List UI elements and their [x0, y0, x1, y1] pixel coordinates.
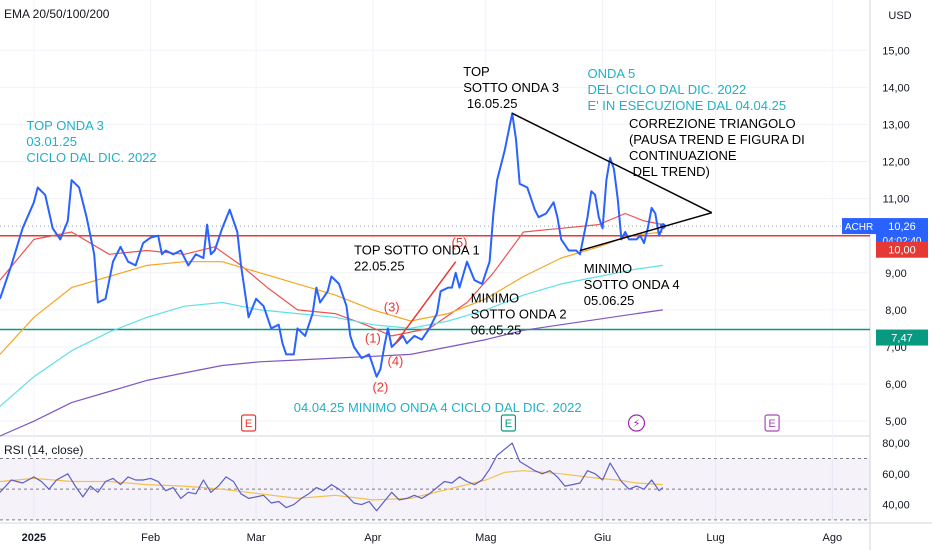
annotation-line: 05.06.25	[584, 293, 635, 308]
wave-label: (1)	[365, 331, 381, 346]
annotation-line: 16.05.25	[463, 96, 517, 111]
chart-annotation: ONDA 5 DEL CICLO DAL DIC. 2022 E' IN ESECU…	[588, 66, 787, 113]
trendline	[579, 211, 713, 252]
chart-annotation: 04.04.25 MINIMO ONDA 4 CICLO DAL DIC. 20…	[294, 400, 582, 415]
y-tick-label: 13,00	[882, 119, 910, 131]
x-tick-label: Ago	[823, 532, 843, 544]
annotation-line: TOP	[463, 64, 490, 79]
y-tick-label: 9,00	[885, 268, 906, 280]
series-line	[0, 264, 663, 407]
annotation-line: TOP ONDA 3	[26, 118, 104, 133]
trendline	[511, 112, 713, 214]
annotation-line: SOTTO ONDA 2	[471, 306, 567, 321]
ticker-tag: ACHR	[845, 222, 873, 233]
event-marker-label: E	[505, 418, 512, 430]
y-tick-label: 5,00	[885, 416, 906, 428]
level-tag-value: 10,00	[888, 245, 916, 257]
indicator-legend[interactable]: EMA 20/50/100/200	[4, 7, 110, 21]
wave-label: (3)	[384, 300, 400, 315]
event-marker-label: E	[245, 418, 252, 430]
annotation-line: DEL CICLO DAL DIC. 2022	[588, 82, 747, 97]
annotation-line: (PAUSA TREND E FIGURA DI	[629, 132, 805, 147]
event-marker-label: ⚡	[633, 418, 641, 430]
price-tag-time: 04:02:40	[883, 236, 922, 247]
chart-annotation: MINIMO SOTTO ONDA 2 06.05.25	[471, 290, 567, 337]
wave-label: (4)	[388, 354, 404, 369]
y-tick-label: 14,00	[882, 82, 910, 94]
series-line	[0, 309, 663, 437]
annotation-line: SOTTO ONDA 4	[584, 277, 680, 292]
earnings-marker	[764, 414, 780, 432]
annotation-line: 04.04.25 MINIMO ONDA 4 CICLO DAL DIC. 20…	[294, 400, 582, 415]
event-marker-label: E	[768, 418, 775, 430]
ticker-tag-bg	[842, 218, 876, 235]
rsi-tick-label: 60,00	[882, 469, 910, 481]
x-tick-label: Apr	[364, 532, 381, 544]
level-tag-value: 7,47	[891, 333, 912, 345]
level-tag-bg	[876, 241, 928, 258]
annotation-line: 06.05.25	[471, 322, 522, 337]
y-tick-label: 6,00	[885, 379, 906, 391]
chart-annotation: TOP ONDA 3 03.01.25 CICLO DAL DIC. 2022	[26, 118, 156, 165]
annotation-line: MINIMO	[584, 261, 632, 276]
y-tick-label: 15,00	[882, 45, 910, 57]
x-tick-label: Feb	[141, 532, 160, 544]
rsi-legend[interactable]: RSI (14, close)	[4, 443, 83, 457]
annotation-line: E' IN ESECUZIONE DAL 04.04.25	[588, 98, 787, 113]
earnings-marker	[240, 414, 257, 432]
price-tag-value: 10,26	[888, 221, 916, 233]
annotation-line: DEL TREND)	[629, 164, 710, 179]
chart-annotation: TOP SOTTO ONDA 3 16.05.25	[463, 64, 559, 111]
annotation-line: 22.05.25	[354, 258, 405, 273]
x-tick-label: Mar	[247, 532, 266, 544]
x-tick-label: 2025	[22, 532, 46, 544]
annotation-line: TOP SOTTO ONDA 1	[354, 242, 480, 257]
annotation-line: SOTTO ONDA 3	[463, 80, 559, 95]
currency-label[interactable]: USD	[888, 10, 911, 22]
x-tick-label: Giu	[594, 532, 611, 544]
rsi-tick-label: 80,00	[882, 438, 910, 450]
wave-label: (2)	[372, 379, 388, 394]
chart-annotation: MINIMO SOTTO ONDA 4 05.06.25	[584, 261, 680, 308]
annotation-line: 03.01.25	[26, 134, 77, 149]
y-tick-label: 11,00	[883, 194, 910, 206]
chart-annotation: CORREZIONE TRIANGOLO (PAUSA TREND E FIGUR…	[629, 116, 805, 179]
level-tag-bg	[876, 329, 928, 346]
earnings-marker	[500, 414, 517, 432]
annotation-line: CONTINUAZIONE	[629, 148, 737, 163]
series-line	[0, 212, 664, 337]
annotation-line: CICLO DAL DIC. 2022	[26, 150, 156, 165]
y-tick-label: 12,00	[882, 157, 910, 169]
x-tick-label: Mag	[475, 532, 496, 544]
annotation-line: CORREZIONE TRIANGOLO	[629, 116, 796, 131]
annotation-line: MINIMO	[471, 290, 519, 305]
rsi-tick-label: 40,00	[882, 500, 910, 512]
wave-label: (5)	[452, 235, 468, 250]
chart-annotation: TOP SOTTO ONDA 1 22.05.25	[354, 242, 480, 273]
trendline	[394, 261, 457, 344]
annotation-line: ONDA 5	[588, 66, 636, 81]
rsi-series-line	[0, 442, 664, 512]
dividend-marker	[627, 414, 646, 432]
series-line	[0, 112, 664, 378]
y-tick-label: 8,00	[885, 305, 906, 317]
x-tick-label: Lug	[706, 532, 724, 544]
